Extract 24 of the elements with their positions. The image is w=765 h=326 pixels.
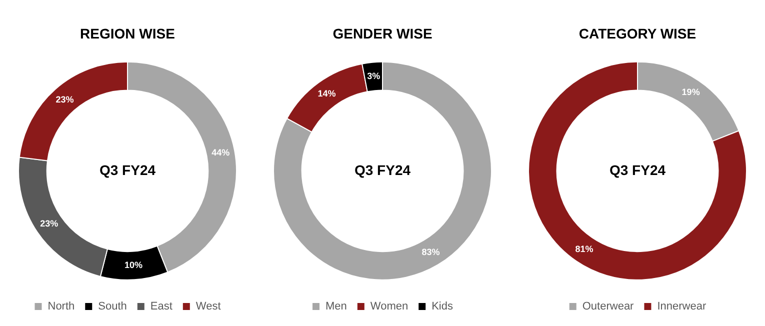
text: Q3 FY24 [609,162,666,178]
legend-label: East [150,300,172,313]
data-label: 10% [124,260,142,270]
chart-title: REGION WISE [80,25,175,42]
legend-label: West [196,300,221,313]
data-label: 19% [682,86,700,97]
legend-label: Innerwear [657,300,706,313]
data-label: 44% [212,148,230,158]
data-label: 83% [422,247,440,258]
data-label: 14% [318,88,336,99]
legend-label: Women [370,300,408,313]
text: Q3 FY24 [99,162,156,178]
chart-title: CATEGORY WISE [578,25,696,42]
data-label: 23% [40,218,58,229]
legend-label: South [98,300,127,313]
legend-label: Outerwear [582,300,634,313]
data-label: 23% [56,94,74,104]
text: Q3 FY24 [354,162,411,178]
chart-title: GENDER WISE [332,25,432,42]
legend-label: North [48,300,75,313]
data-label: 81% [575,244,594,254]
data-label: 3% [367,70,380,81]
legend-label: Kids [432,300,454,313]
legend-label: Men [326,300,347,313]
